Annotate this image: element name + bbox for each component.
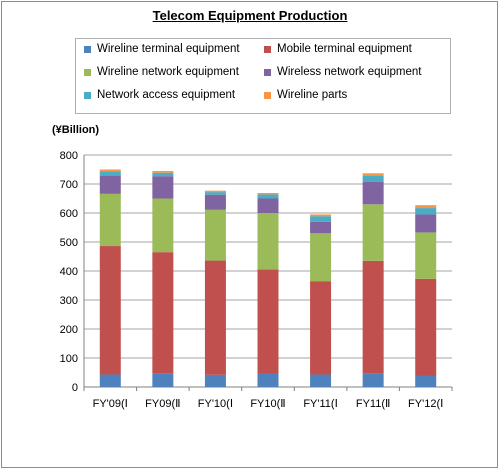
bar-segment <box>257 198 279 213</box>
bar-segment <box>415 278 437 376</box>
legend-label: Wireless network equipment <box>277 66 422 78</box>
y-tick-label: 200 <box>60 324 78 336</box>
legend-item: Wireline parts <box>264 89 347 101</box>
bar-segment <box>415 375 437 387</box>
bar-segment <box>257 192 279 195</box>
bar-segment <box>257 373 279 387</box>
bar-segment <box>257 213 279 270</box>
legend-label: Wireline parts <box>277 89 348 101</box>
x-tick-label: FY'09(Ⅰ <box>93 398 128 410</box>
bar-segment <box>204 190 226 193</box>
y-tick-label: 700 <box>60 179 78 191</box>
bar-segment <box>99 193 121 247</box>
bar-segment <box>99 246 121 375</box>
legend-item: Wireline network equipment <box>84 66 239 78</box>
x-tick-label: FY09(Ⅱ <box>145 398 180 410</box>
bar-segment <box>310 221 332 234</box>
bar-segment <box>99 169 121 172</box>
bar-segment <box>152 172 174 177</box>
bar-segment <box>362 204 384 261</box>
bar-segment <box>204 209 226 261</box>
legend-swatch <box>84 91 91 99</box>
bar-segment <box>257 269 279 374</box>
x-tick-label: FY'12(Ⅰ <box>408 398 443 410</box>
bar-segment <box>362 260 384 374</box>
legend-swatch <box>264 68 271 76</box>
legend-label: Wireline terminal equipment <box>97 43 240 55</box>
bar-segment <box>362 373 384 387</box>
bar-segment <box>362 181 384 205</box>
y-axis-unit-label: (¥Billion) <box>52 124 100 136</box>
bar-segment <box>99 171 121 176</box>
y-tick-label: 400 <box>60 266 78 278</box>
legend-swatch <box>84 45 91 53</box>
x-tick-label: FY11(Ⅱ <box>356 398 391 410</box>
legend-item: Network access equipment <box>84 89 235 101</box>
bar-segment <box>152 252 174 374</box>
legend-item: Wireline terminal equipment <box>84 43 240 55</box>
legend-label: Network access equipment <box>97 89 236 101</box>
bar-segment <box>310 233 332 282</box>
chart-title: Telecom Equipment Production <box>152 8 348 23</box>
legend-swatch <box>264 45 271 53</box>
y-tick-label: 500 <box>60 237 78 249</box>
bar-segment <box>99 374 121 387</box>
bar-segment <box>152 176 174 199</box>
bar-segment <box>415 232 437 279</box>
bar-segment <box>362 175 384 182</box>
bar-segment <box>152 170 174 173</box>
bar-segment <box>204 260 226 375</box>
y-tick-label: 0 <box>72 382 78 394</box>
bar-segment <box>310 214 332 217</box>
legend-label: Wireline network equipment <box>97 66 239 78</box>
bar-segment <box>415 214 437 233</box>
bar-segment <box>415 205 437 209</box>
y-tick-label: 600 <box>60 208 78 220</box>
y-tick-label: 300 <box>60 295 78 307</box>
legend-item: Mobile terminal equipment <box>264 43 412 55</box>
bar-segment <box>257 194 279 199</box>
y-tick-label: 800 <box>60 150 78 162</box>
bar-segment <box>362 173 384 176</box>
bar-segment <box>310 374 332 387</box>
bar-segment <box>415 208 437 215</box>
bar-segment <box>204 192 226 195</box>
bar-segment <box>99 175 121 194</box>
legend-label: Mobile terminal equipment <box>277 43 412 55</box>
bar-segment <box>204 374 226 387</box>
y-tick-label: 100 <box>60 353 78 365</box>
bar-segment <box>310 281 332 375</box>
legend-swatch <box>264 91 271 99</box>
bar-segment <box>152 373 174 387</box>
bar-segment <box>204 194 226 210</box>
legend-swatch <box>84 68 91 76</box>
x-tick-label: FY'10(Ⅰ <box>198 398 233 410</box>
bar-segment <box>152 198 174 253</box>
bar-segment <box>310 216 332 222</box>
legend-item: Wireless network equipment <box>264 66 421 78</box>
chart-legend: Wireline terminal equipment Mobile termin… <box>75 38 451 114</box>
x-tick-label: FY'11(Ⅰ <box>303 398 337 410</box>
x-tick-label: FY10(Ⅱ <box>250 398 285 410</box>
